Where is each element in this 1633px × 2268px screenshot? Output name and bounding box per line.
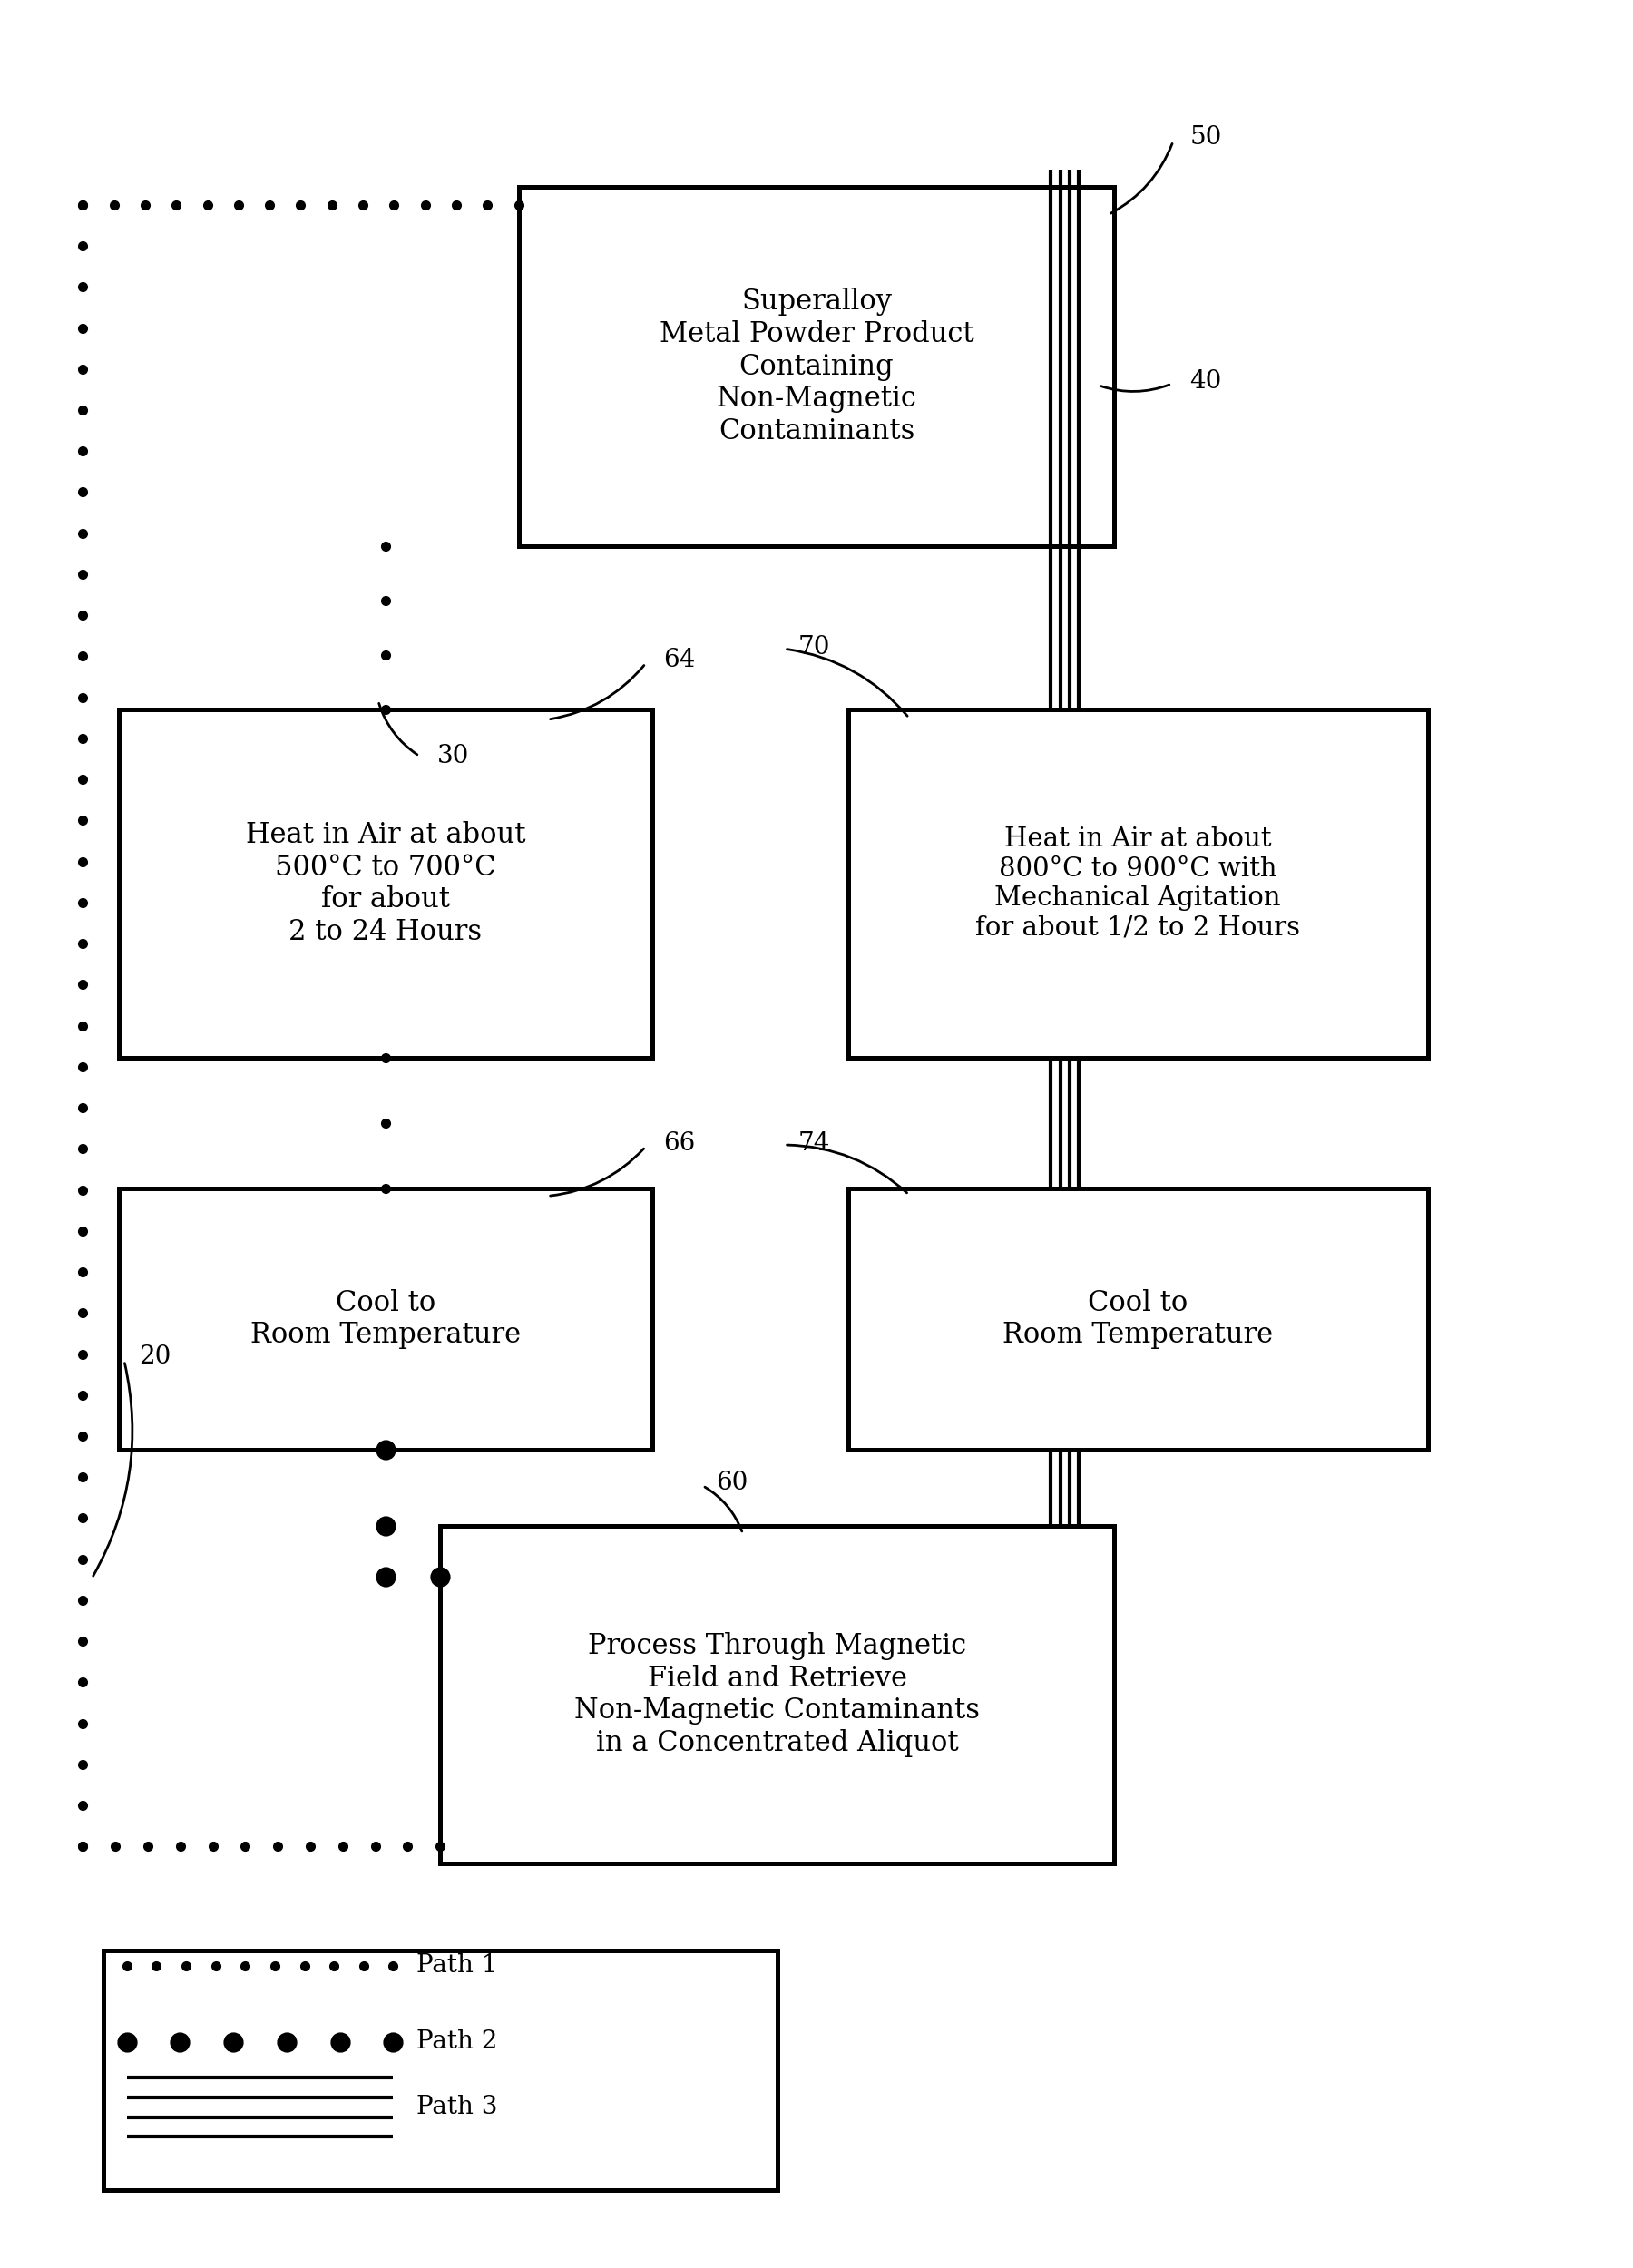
Text: 40: 40 [1189, 370, 1221, 395]
Text: Superalloy
Metal Powder Product
Containing
Non-Magnetic
Contaminants: Superalloy Metal Powder Product Containi… [660, 288, 973, 445]
Text: 20: 20 [139, 1345, 171, 1370]
Bar [441, 1526, 1114, 1864]
Text: Path 2: Path 2 [416, 2030, 498, 2055]
Text: Heat in Air at about
500°C to 700°C
for about
2 to 24 Hours: Heat in Air at about 500°C to 700°C for … [245, 821, 526, 946]
Text: Heat in Air at about
800°C to 900°C with
Mechanical Agitation
for about 1/2 to 2: Heat in Air at about 800°C to 900°C with… [975, 828, 1300, 941]
Text: Cool to
Room Temperature: Cool to Room Temperature [1003, 1288, 1274, 1349]
Bar [103, 1950, 777, 2191]
Text: Path 1: Path 1 [416, 1953, 498, 1978]
Text: 74: 74 [797, 1132, 830, 1157]
Text: 60: 60 [717, 1472, 748, 1495]
Text: 66: 66 [663, 1132, 696, 1157]
Text: Cool to
Room Temperature: Cool to Room Temperature [250, 1288, 521, 1349]
Text: Process Through Magnetic
Field and Retrieve
Non-Magnetic Contaminants
in a Conce: Process Through Magnetic Field and Retri… [575, 1633, 980, 1758]
Bar [119, 1188, 652, 1449]
Bar [519, 186, 1114, 547]
Text: Path 3: Path 3 [416, 2096, 498, 2121]
Text: 50: 50 [1189, 125, 1221, 150]
Bar [848, 710, 1427, 1057]
Bar [848, 1188, 1427, 1449]
Bar [119, 710, 652, 1057]
Text: 64: 64 [663, 649, 696, 671]
Text: 30: 30 [438, 744, 469, 769]
Text: 70: 70 [797, 635, 830, 660]
